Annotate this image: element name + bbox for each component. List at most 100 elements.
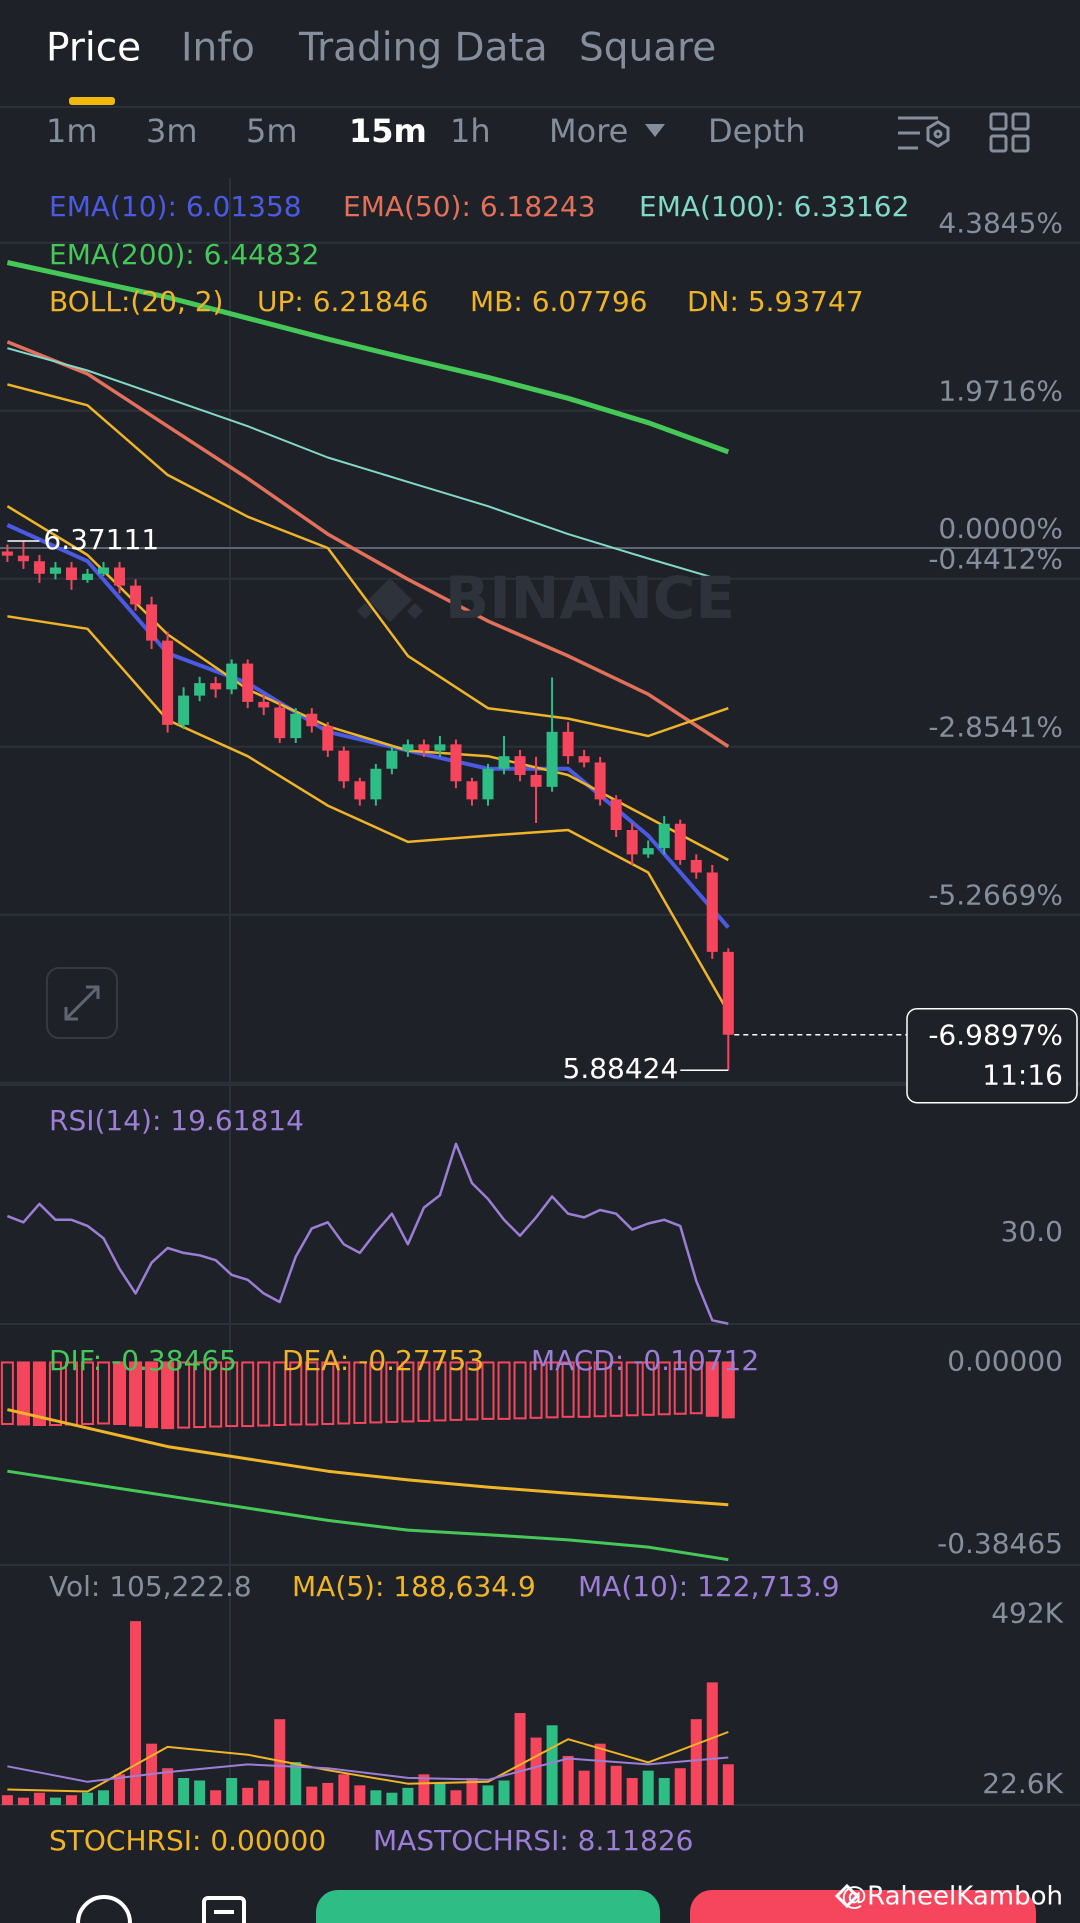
- volume-bar: [402, 1787, 414, 1805]
- volume-bar: [98, 1790, 110, 1805]
- y-tick-label: 1.9716%: [938, 375, 1063, 408]
- interval[interactable]: 1m: [46, 112, 98, 150]
- volume-bar: [226, 1778, 238, 1805]
- y-tick-label: 30.0: [1001, 1215, 1063, 1248]
- volume-bar: [210, 1790, 222, 1805]
- macd-bar: [481, 1361, 495, 1420]
- candle-body: [626, 830, 638, 855]
- volume-bar: [338, 1774, 350, 1805]
- macd-bar: [465, 1361, 479, 1421]
- series-line: [7, 383, 729, 738]
- macd-bar: [705, 1361, 719, 1417]
- macd-bar: [401, 1361, 415, 1423]
- series-line: [6, 260, 730, 455]
- series-line: [7, 1756, 729, 1783]
- y-tick-label: 0.0000%: [938, 512, 1063, 545]
- macd-bar: [689, 1361, 703, 1415]
- settings-icon[interactable]: [898, 116, 950, 150]
- candle-body: [49, 567, 61, 574]
- legend-entry: EMA(10): 6.01358: [49, 190, 302, 223]
- y-tick-label: -2.8541%: [928, 711, 1063, 744]
- volume-bar: [322, 1782, 334, 1805]
- volume-bar: [658, 1778, 670, 1805]
- volume-bar: [1, 1795, 13, 1805]
- candle-body: [242, 663, 254, 702]
- macd-bar: [721, 1361, 735, 1419]
- last-price-label: -6.9897%: [928, 1019, 1063, 1052]
- volume-bar: [706, 1682, 718, 1805]
- tab-info[interactable]: Info: [181, 26, 255, 71]
- legend-entry: DN: 5.93747: [687, 285, 864, 318]
- candle-body: [146, 604, 158, 641]
- macd-bar: [177, 1361, 191, 1429]
- volume-bar: [178, 1778, 190, 1805]
- volume-bar: [290, 1762, 302, 1805]
- candle-body: [130, 585, 142, 605]
- candle-body: [450, 744, 462, 782]
- macd-bar: [257, 1361, 271, 1427]
- macd-bar: [353, 1361, 367, 1424]
- macd-bar: [225, 1361, 239, 1428]
- layout-icon[interactable]: [989, 112, 1030, 153]
- series-line: [6, 505, 729, 862]
- interval[interactable]: 5m: [246, 112, 298, 150]
- sell-button[interactable]: [690, 1890, 1036, 1923]
- macd-bar: [625, 1361, 639, 1417]
- volume-bar: [65, 1795, 77, 1805]
- min-label: 5.88424: [563, 1052, 679, 1085]
- candle-body: [290, 713, 302, 739]
- legend-title: BOLL:(20, 2): [49, 285, 223, 318]
- macd-bar: [81, 1361, 94, 1425]
- y-tick-label: 492K: [991, 1597, 1063, 1630]
- series-line: [6, 1142, 729, 1325]
- candle-body: [338, 750, 350, 782]
- interval[interactable]: 1h: [450, 112, 491, 150]
- candle-body: [322, 726, 334, 751]
- candle-body: [706, 872, 718, 952]
- y-tick-label: 4.3845%: [938, 207, 1063, 240]
- candle-body: [402, 744, 414, 751]
- macd-bar: [641, 1361, 655, 1416]
- tab-trading-data[interactable]: Trading Data: [298, 26, 548, 71]
- legend-entry: EMA(50): 6.18243: [343, 190, 596, 223]
- macd-bar: [529, 1361, 543, 1419]
- volume-bar: [306, 1786, 318, 1805]
- legend-entry: MACD: -0.10712: [531, 1344, 759, 1377]
- candle-body: [434, 744, 446, 751]
- interval-depth[interactable]: Depth: [708, 112, 805, 150]
- volume-bar: [242, 1787, 254, 1805]
- interval-more[interactable]: More: [549, 112, 628, 150]
- macd-bar: [97, 1361, 111, 1425]
- expand-button[interactable]: [46, 967, 118, 1039]
- candle-body: [226, 663, 238, 690]
- candle-body: [386, 750, 398, 769]
- series-line: [7, 347, 729, 584]
- volume-bar: [386, 1792, 398, 1805]
- bottom-icons[interactable]: [76, 1895, 246, 1923]
- buy-button[interactable]: [316, 1890, 660, 1923]
- interval[interactable]: 15m: [349, 112, 427, 150]
- candle-body: [418, 744, 430, 751]
- legend-entry: UP: 6.21846: [257, 285, 429, 318]
- macd-bar: [385, 1361, 399, 1423]
- volume-bar: [690, 1719, 702, 1805]
- macd-bar: [241, 1361, 255, 1428]
- tab-price[interactable]: Price: [46, 26, 141, 71]
- volume-bar: [17, 1797, 29, 1805]
- volume-bar: [370, 1790, 382, 1805]
- credit: @RaheelKamboh: [841, 1882, 1063, 1912]
- volume-bar: [194, 1780, 206, 1805]
- interval[interactable]: 3m: [146, 112, 198, 150]
- candle-body: [114, 567, 126, 586]
- candle-body: [546, 731, 558, 787]
- legend-entry: DIF: -0.38465: [49, 1344, 237, 1377]
- candle-body: [674, 823, 686, 860]
- candle-body: [514, 756, 526, 776]
- volume-bar: [546, 1725, 558, 1805]
- macd-bar: [0, 1361, 14, 1425]
- tab-square[interactable]: Square: [579, 26, 716, 71]
- y-tick-label: 22.6K: [982, 1767, 1063, 1800]
- macd-bar: [433, 1361, 447, 1422]
- macd-bar: [32, 1361, 46, 1427]
